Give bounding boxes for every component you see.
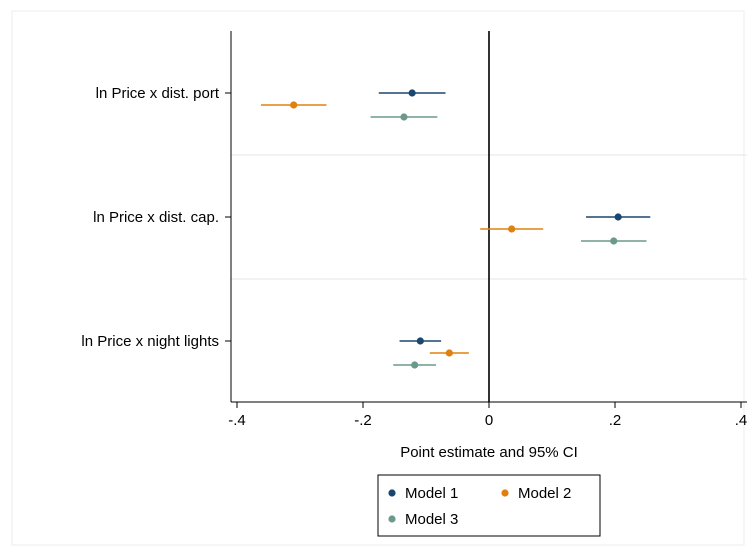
x-tick-label: .4 — [735, 412, 748, 429]
y-tick-label: ln Price x dist. port — [96, 85, 220, 102]
series-layer — [260, 89, 651, 369]
legend-label: Model 1 — [405, 485, 458, 502]
y-tick-label: ln Price x dist. cap. — [93, 209, 219, 226]
legend-marker — [501, 489, 509, 497]
x-tick-label: -.4 — [228, 412, 246, 429]
x-tick-label: .2 — [609, 412, 622, 429]
x-tick-label: -.2 — [354, 412, 372, 429]
legend-marker — [388, 489, 396, 497]
point-estimate — [290, 101, 298, 109]
point-estimate — [416, 337, 424, 345]
legend-label: Model 2 — [518, 485, 571, 502]
point-estimate — [610, 237, 618, 245]
point-estimate — [614, 213, 622, 221]
graph-region — [11, 10, 745, 546]
x-axis: -.4 -.2 0 .2 .4 — [228, 401, 748, 429]
y-tick-label: ln Price x night lights — [81, 333, 219, 350]
point-estimate — [408, 89, 416, 97]
plot-area — [231, 31, 747, 402]
point-estimate — [508, 225, 516, 233]
legend-label: Model 3 — [405, 511, 458, 528]
series-model-2 — [260, 101, 544, 357]
legend-marker — [388, 515, 396, 523]
y-axis: ln Price x dist. port ln Price x dist. ca… — [81, 31, 232, 402]
series-model-1 — [378, 89, 651, 345]
point-estimate — [445, 349, 453, 357]
point-estimate — [400, 113, 408, 121]
x-axis-title: Point estimate and 95% CI — [400, 444, 578, 461]
legend: Model 1 Model 2 Model 3 — [377, 474, 601, 537]
legend-box — [377, 474, 601, 537]
x-tick-label: 0 — [485, 412, 493, 429]
point-estimate — [411, 361, 419, 369]
series-model-3 — [370, 113, 647, 369]
